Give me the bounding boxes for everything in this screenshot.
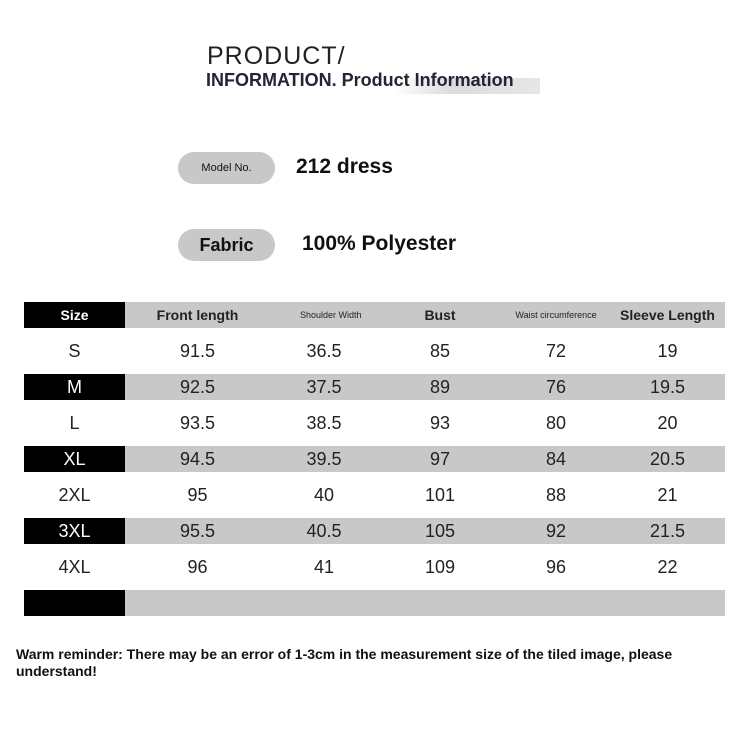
table-row: S 91.5 36.5 85 72 19 bbox=[24, 338, 725, 364]
table-row: M 92.5 37.5 89 76 19.5 bbox=[24, 374, 725, 400]
table-row: 4XL 96 41 109 96 22 bbox=[24, 554, 725, 580]
value-cell: 88 bbox=[545, 484, 567, 505]
value-cell: 93 bbox=[429, 412, 451, 433]
value-cell: 21 bbox=[657, 484, 678, 505]
size-cell: S bbox=[68, 340, 81, 361]
table-row: 3XL 95.5 40.5 105 92 21.5 bbox=[24, 518, 725, 544]
col-waist: Waist circumference bbox=[515, 310, 597, 320]
value-cell: 76 bbox=[545, 376, 567, 397]
value-cell: 19.5 bbox=[649, 376, 686, 397]
value-cell: 101 bbox=[424, 484, 456, 505]
warm-reminder: Warm reminder: There may be an error of … bbox=[16, 646, 673, 679]
value-cell: 94.5 bbox=[179, 448, 216, 469]
size-cell: 4XL bbox=[58, 556, 91, 577]
value-cell: 93.5 bbox=[179, 412, 216, 433]
value-cell: 97 bbox=[429, 448, 451, 469]
value-cell: 92.5 bbox=[179, 376, 216, 397]
table-footer-bar bbox=[24, 590, 725, 616]
size-cell: XL bbox=[24, 446, 125, 472]
value-cell: 22 bbox=[657, 556, 678, 577]
size-cell: 3XL bbox=[24, 518, 125, 544]
value-cell: 19 bbox=[657, 340, 678, 361]
value-cell: 41 bbox=[313, 556, 335, 577]
fabric-label: Fabric bbox=[199, 234, 254, 255]
value-cell: 36.5 bbox=[306, 340, 342, 361]
size-cell: L bbox=[69, 412, 80, 433]
size-table: Size Front length Shoulder Width Bust Wa… bbox=[24, 302, 725, 616]
value-cell: 91.5 bbox=[179, 340, 216, 361]
value-cell: 96 bbox=[187, 556, 208, 577]
value-cell: 84 bbox=[545, 448, 567, 469]
fabric-value: 100% Polyester bbox=[302, 232, 457, 255]
title-line-1: PRODUCT/ bbox=[207, 42, 346, 70]
value-cell: 37.5 bbox=[306, 376, 342, 397]
size-cell: M bbox=[24, 374, 125, 400]
footer-black-cell bbox=[24, 590, 125, 616]
value-cell: 40 bbox=[313, 484, 335, 505]
model-label: Model No. bbox=[201, 162, 252, 174]
value-cell: 85 bbox=[429, 340, 451, 361]
value-cell: 95.5 bbox=[179, 520, 216, 541]
value-cell: 21.5 bbox=[649, 520, 686, 541]
col-sleeve-length: Sleeve Length bbox=[620, 307, 715, 323]
value-cell: 38.5 bbox=[306, 412, 342, 433]
size-cell: 2XL bbox=[58, 484, 91, 505]
value-cell: 92 bbox=[545, 520, 567, 541]
col-front-length: Front length bbox=[156, 307, 239, 323]
col-bust: Bust bbox=[424, 307, 456, 323]
value-cell: 95 bbox=[187, 484, 208, 505]
decorative-smear bbox=[394, 78, 540, 94]
value-cell: 40.5 bbox=[306, 520, 342, 541]
model-label-pill: Model No. bbox=[178, 152, 275, 184]
value-cell: 20.5 bbox=[649, 448, 686, 469]
value-cell: 89 bbox=[429, 376, 451, 397]
value-cell: 39.5 bbox=[306, 448, 342, 469]
col-shoulder-width: Shoulder Width bbox=[300, 310, 362, 320]
value-cell: 72 bbox=[545, 340, 567, 361]
value-cell: 105 bbox=[424, 520, 456, 541]
title-line-2: INFORMATION. Product Information bbox=[206, 70, 514, 90]
value-cell: 20 bbox=[657, 412, 678, 433]
table-row: XL 94.5 39.5 97 84 20.5 bbox=[24, 446, 725, 472]
value-cell: 96 bbox=[545, 556, 567, 577]
footer-gray-cell bbox=[125, 590, 725, 616]
fabric-label-pill: Fabric bbox=[178, 229, 275, 261]
value-cell: 109 bbox=[424, 556, 456, 577]
value-cell: 80 bbox=[545, 412, 567, 433]
model-value: 212 dress bbox=[296, 155, 393, 178]
table-row: 2XL 95 40 101 88 21 bbox=[24, 482, 725, 508]
table-row: L 93.5 38.5 93 80 20 bbox=[24, 410, 725, 436]
table-header: Size Front length Shoulder Width Bust Wa… bbox=[24, 302, 725, 328]
col-size: Size bbox=[24, 302, 125, 328]
